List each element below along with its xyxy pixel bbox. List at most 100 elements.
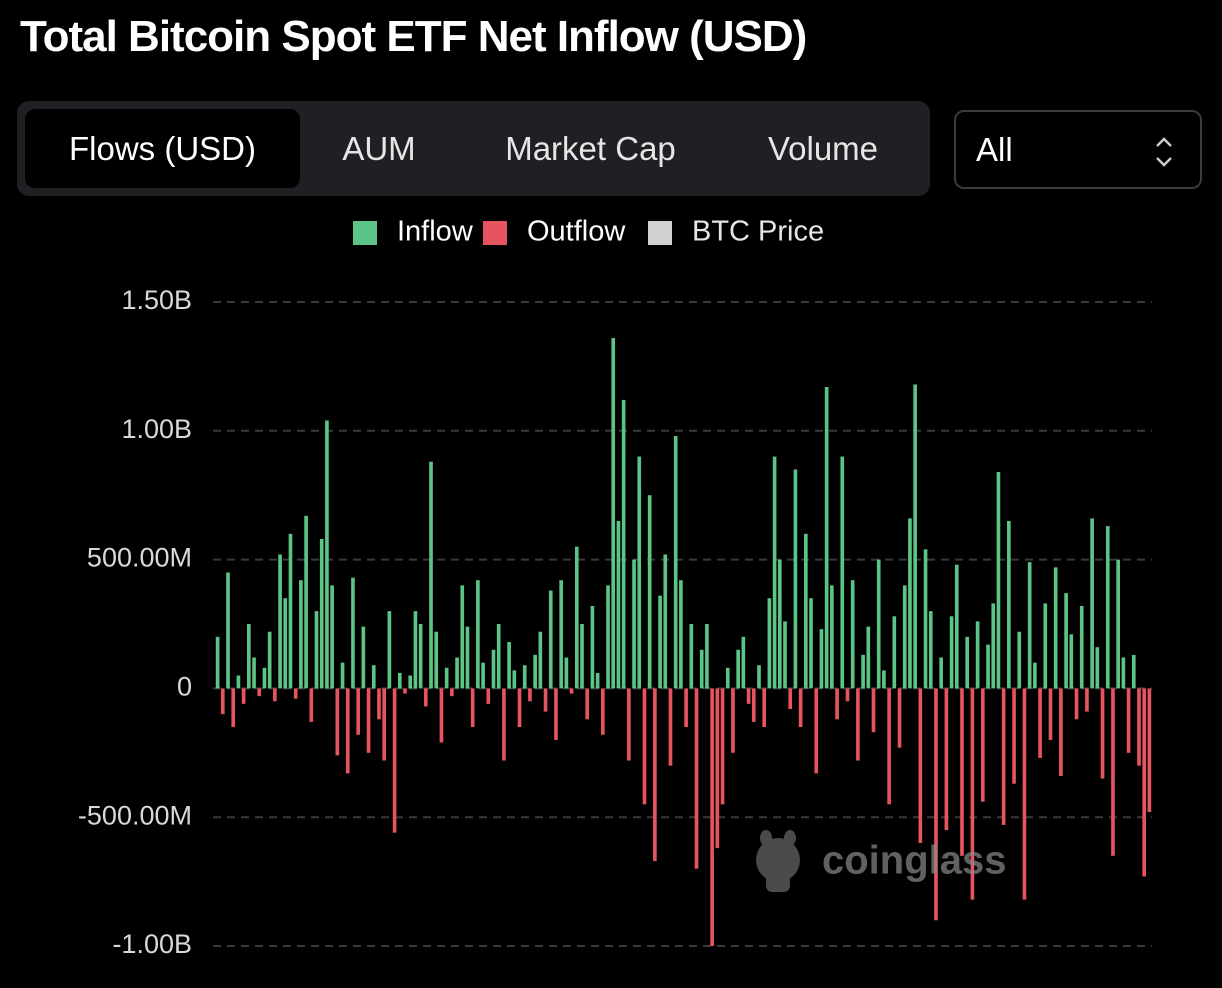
bar bbox=[824, 387, 829, 689]
bar bbox=[1100, 688, 1105, 779]
bar bbox=[231, 688, 236, 728]
bar bbox=[460, 585, 465, 689]
bar bbox=[798, 688, 803, 728]
bar bbox=[970, 688, 975, 900]
bar bbox=[793, 469, 798, 689]
watermark-text: coinglass bbox=[822, 839, 1007, 883]
legend-label: Inflow bbox=[397, 216, 474, 248]
bar bbox=[361, 626, 366, 689]
bar bbox=[939, 657, 943, 689]
bar bbox=[1027, 562, 1032, 689]
bar bbox=[247, 624, 251, 689]
bar bbox=[220, 688, 225, 715]
bar bbox=[679, 580, 683, 689]
range-select[interactable]: All bbox=[954, 110, 1202, 189]
bar bbox=[918, 688, 923, 843]
bar bbox=[1116, 559, 1120, 689]
bar bbox=[1126, 688, 1131, 753]
bar bbox=[632, 559, 636, 689]
bar bbox=[1111, 688, 1115, 856]
bar bbox=[689, 624, 694, 689]
bar bbox=[590, 605, 595, 689]
bar bbox=[913, 384, 917, 689]
bar bbox=[611, 338, 616, 689]
bar bbox=[434, 631, 439, 689]
bar bbox=[627, 688, 631, 761]
tab[interactable]: Market Cap bbox=[505, 129, 676, 167]
bar bbox=[559, 580, 563, 689]
bar bbox=[673, 435, 678, 689]
bar bbox=[215, 636, 220, 689]
tab[interactable]: Flows (USD) bbox=[25, 109, 300, 188]
bar bbox=[928, 611, 933, 689]
bar bbox=[267, 631, 272, 689]
bar bbox=[262, 667, 267, 689]
bar bbox=[856, 688, 860, 761]
bar bbox=[887, 688, 891, 805]
bar bbox=[580, 624, 584, 689]
bar bbox=[252, 657, 256, 689]
bar bbox=[455, 657, 459, 689]
bar bbox=[606, 585, 610, 689]
tab[interactable]: AUM bbox=[342, 129, 416, 167]
bar bbox=[736, 649, 740, 689]
bar bbox=[345, 688, 350, 774]
bar bbox=[1090, 518, 1094, 689]
bar bbox=[595, 672, 600, 689]
bar bbox=[850, 580, 855, 689]
bar bbox=[366, 688, 371, 753]
bar bbox=[715, 688, 720, 849]
bar bbox=[585, 688, 590, 720]
bar bbox=[772, 456, 777, 689]
bar bbox=[507, 642, 511, 689]
bar bbox=[424, 688, 428, 707]
bar bbox=[1043, 603, 1048, 689]
bar bbox=[543, 688, 548, 712]
bar bbox=[444, 667, 449, 689]
bar bbox=[819, 629, 824, 689]
bar bbox=[653, 688, 657, 861]
bar bbox=[278, 554, 282, 689]
bar bbox=[663, 554, 668, 689]
bar bbox=[637, 456, 642, 689]
bar bbox=[814, 688, 819, 774]
bar bbox=[746, 688, 751, 704]
bar bbox=[226, 572, 230, 689]
bar bbox=[502, 688, 506, 761]
bar bbox=[330, 585, 334, 689]
bar bbox=[720, 688, 725, 805]
bar bbox=[1074, 688, 1079, 720]
bar bbox=[980, 688, 985, 802]
bar bbox=[809, 598, 813, 689]
bar bbox=[319, 538, 324, 689]
bar bbox=[788, 688, 793, 710]
bar bbox=[522, 665, 527, 689]
y-tick-label: 1.00B bbox=[121, 414, 192, 444]
bar bbox=[996, 472, 1001, 689]
bar bbox=[699, 649, 704, 689]
bar bbox=[293, 688, 298, 699]
bar bbox=[694, 688, 699, 869]
bar bbox=[1048, 688, 1053, 740]
watermark bbox=[756, 830, 800, 892]
bar bbox=[871, 688, 876, 733]
bar bbox=[257, 688, 262, 697]
bar bbox=[1121, 657, 1126, 689]
bar bbox=[600, 688, 605, 735]
bar bbox=[757, 665, 761, 689]
bar bbox=[356, 688, 360, 735]
bar bbox=[377, 688, 381, 720]
bar bbox=[934, 688, 938, 921]
bar bbox=[1137, 688, 1141, 766]
bar bbox=[908, 518, 912, 689]
tab[interactable]: Volume bbox=[767, 129, 879, 167]
bar bbox=[705, 624, 709, 689]
bar bbox=[429, 461, 433, 689]
bar bbox=[309, 688, 314, 722]
bar bbox=[512, 670, 517, 689]
bar bbox=[528, 688, 532, 702]
bar bbox=[882, 670, 886, 689]
bar bbox=[392, 688, 397, 833]
legend-label: BTC Price bbox=[692, 216, 824, 248]
